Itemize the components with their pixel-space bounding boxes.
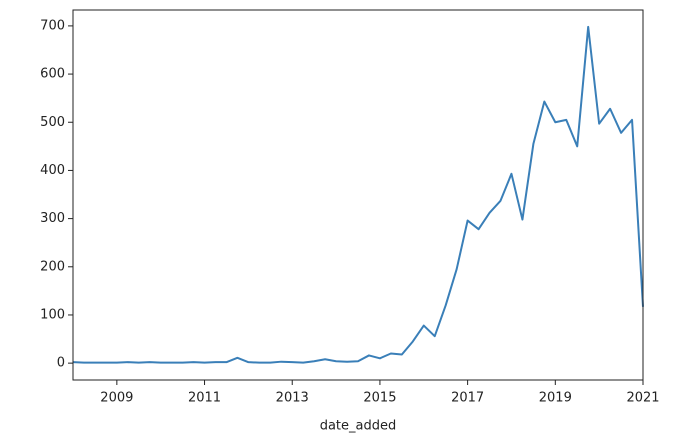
x-tick-label: 2009 — [100, 391, 133, 406]
x-tick-label: 2021 — [626, 391, 659, 406]
x-axis-label: date_added — [320, 419, 397, 434]
y-tick-label: 100 — [40, 307, 65, 322]
y-tick-label: 700 — [40, 18, 65, 33]
plot-frame — [72, 9, 644, 381]
x-tick-label: 2015 — [363, 391, 396, 406]
y-tick-label: 400 — [40, 163, 65, 178]
y-tick-label: 500 — [40, 115, 65, 130]
y-tick-label: 200 — [40, 259, 65, 274]
x-tick-label: 2011 — [188, 391, 221, 406]
x-tick-label: 2013 — [276, 391, 309, 406]
x-tick-label: 2017 — [451, 391, 484, 406]
y-tick-label: 300 — [40, 211, 65, 226]
x-tick-label: 2019 — [539, 391, 572, 406]
line-series — [72, 25, 644, 364]
y-tick-label: 0 — [57, 356, 65, 371]
y-tick-label: 600 — [40, 67, 65, 82]
